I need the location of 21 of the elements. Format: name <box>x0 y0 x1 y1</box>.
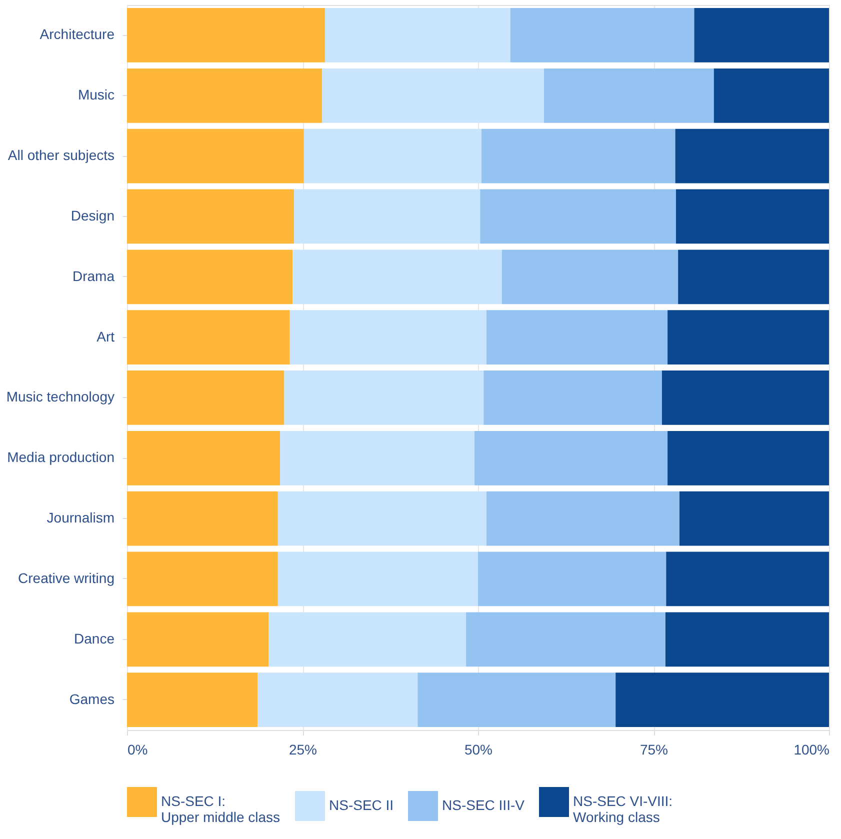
y-tick-label: Dance <box>74 630 115 646</box>
y-tick-label: Creative writing <box>18 570 114 586</box>
x-tick-label: 75% <box>640 742 668 758</box>
y-tick-label: Music technology <box>6 388 114 405</box>
legend-label: NS-SEC III-V <box>442 797 526 813</box>
y-tick-label: All other subjects <box>8 147 114 164</box>
y-tick-label: Journalism <box>46 510 114 526</box>
x-tick-label: 25% <box>288 742 318 758</box>
y-tick-label: Design <box>70 207 114 224</box>
y-tick-label: Media production <box>7 449 114 466</box>
x-tick-label: 100% <box>794 742 830 758</box>
x-tick-label: 50% <box>464 742 493 758</box>
x-tick-label: 0% <box>128 742 148 758</box>
y-tick-label: Art <box>96 328 115 344</box>
y-tick-label: Games <box>69 690 114 707</box>
legend-label: NS-SEC I: Upper middle class <box>161 793 280 825</box>
legend-label: NS-SEC II <box>329 797 394 813</box>
y-tick-label: Drama <box>72 268 115 284</box>
y-tick-label: Music <box>78 86 114 103</box>
legend-label: NS-SEC VI-VIII: Working class <box>573 793 673 825</box>
y-tick-label: Architecture <box>40 26 115 42</box>
